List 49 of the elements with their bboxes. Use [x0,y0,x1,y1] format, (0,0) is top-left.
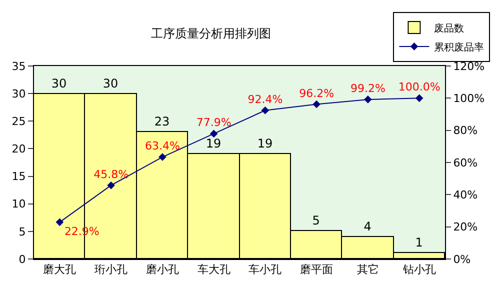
y2-tick-label: 100% [453,92,485,106]
data-label: 19 [257,136,273,150]
point [364,96,372,104]
legend-label: 废品数 [434,22,464,34]
point [158,153,166,161]
x-tick-label: 钻小孔 [402,263,436,276]
y2-tick-label: 40% [453,188,478,202]
data-label: 99.2% [350,82,386,95]
y-tick-label: 15 [12,170,26,184]
y-tick-label: 20 [12,142,26,156]
y-tick-label: 10 [12,198,26,211]
chart-title: 工序质量分析用排列图 [150,26,271,40]
x-tick-label: 磨大孔 [43,263,76,276]
point [56,218,64,226]
data-label: 4 [364,220,372,234]
data-label: 1 [415,236,423,250]
data-label: 23 [154,114,170,128]
data-label: 5 [312,214,320,228]
y-tick-label: 25 [12,114,26,128]
data-label: 19 [206,136,222,150]
y2-tick-label: 120% [453,60,485,73]
y-tick-label: 30 [12,87,26,100]
x-tick-label: 车小孔 [248,263,282,276]
data-label: 77.9% [196,116,232,130]
x-tick-label: 珩小孔 [94,263,128,276]
y-tick-label: 35 [12,60,26,73]
y2-tick-label: 60% [453,156,478,170]
data-label: 30 [102,76,118,90]
data-label: 100.0% [398,80,440,94]
y-tick-label: 0 [18,252,26,266]
y2-tick-label: 20% [453,220,478,234]
x-tick-label: 磨小孔 [146,263,179,276]
point [261,106,270,114]
data-label: 30 [51,76,67,90]
data-label: 63.4% [144,140,180,153]
x-tick-label: 其它 [356,263,379,276]
point [210,130,218,138]
y-tick-label: 5 [18,225,26,238]
point [415,94,424,102]
data-label: 92.4% [248,92,283,106]
y2-tick-label: 80% [453,124,478,138]
data-label: 96.2% [299,86,334,100]
point [107,181,115,190]
y2-tick-label: 0% [453,252,471,266]
data-label: 45.8% [94,168,129,181]
x-tick-label: 磨平面 [300,263,334,276]
point [312,100,320,108]
legend-label: 累积废品率 [434,41,484,54]
x-tick-label: 车大孔 [197,263,230,276]
